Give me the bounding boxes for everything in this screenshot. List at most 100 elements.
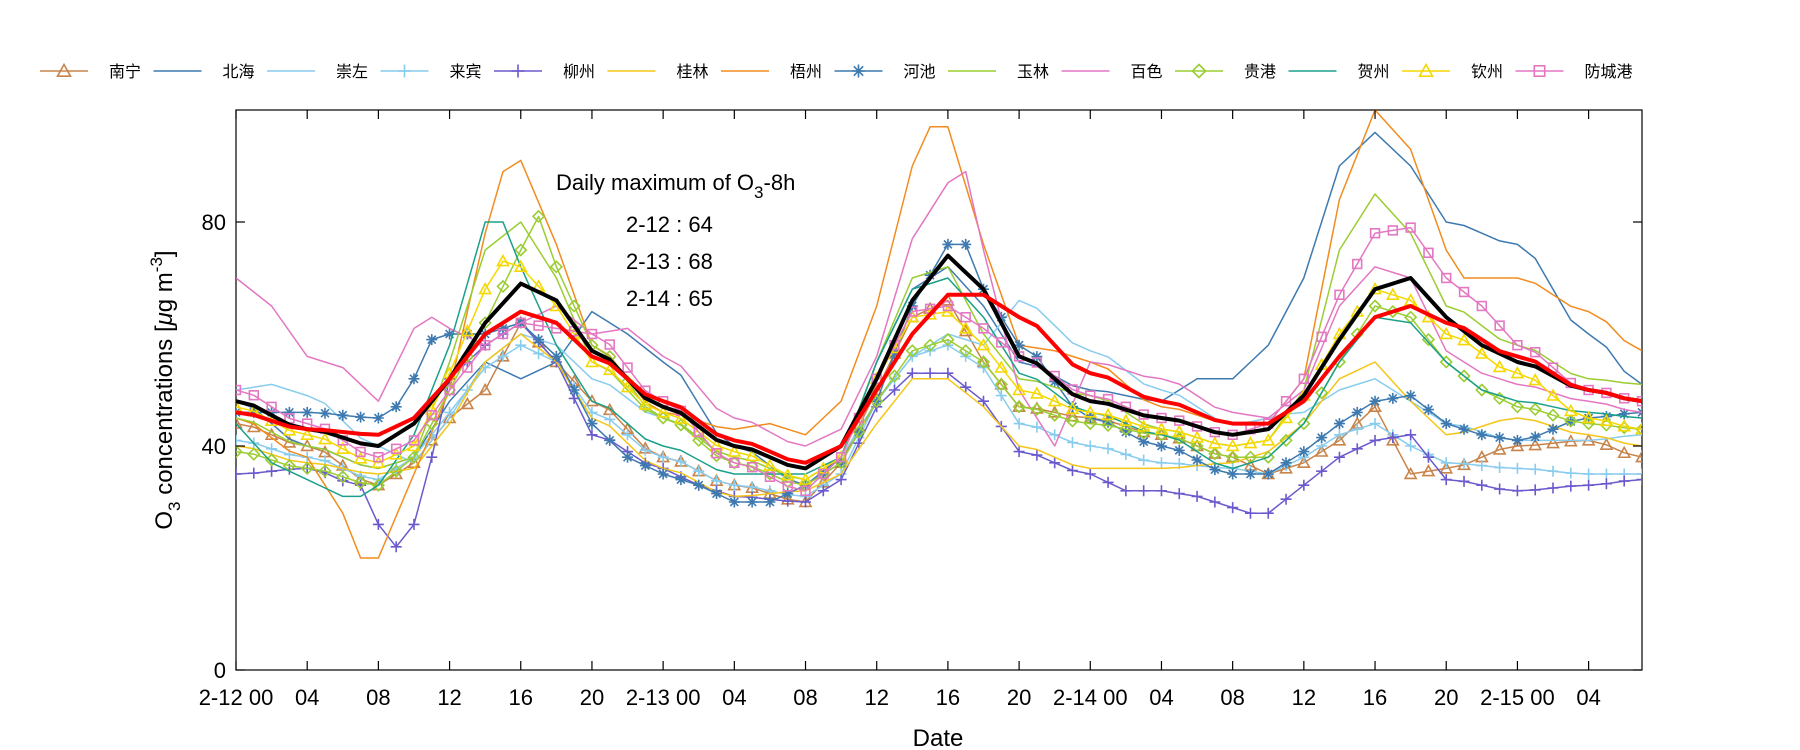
series-4-point	[1120, 485, 1132, 497]
series-4-point	[248, 467, 260, 479]
series-4-point	[906, 367, 918, 379]
series-3-point	[1102, 443, 1114, 455]
series-12-point	[1474, 346, 1489, 359]
series-12-point	[745, 448, 759, 462]
series-0-point	[869, 382, 884, 396]
series-10-point	[567, 299, 581, 313]
x-tick-label: 04	[295, 685, 319, 710]
series-4-point	[1565, 480, 1577, 492]
y-axis-title: O3 concentrations [μg m-3]	[147, 250, 184, 529]
legend-label: 玉林	[1017, 63, 1049, 81]
series-3-point	[1031, 421, 1043, 433]
series-10-point	[353, 475, 368, 490]
legend-item-3: 崇左	[267, 63, 368, 81]
series-0-point	[1528, 437, 1543, 451]
series-7-point	[639, 460, 651, 472]
series-12-point	[1385, 287, 1400, 301]
series-4-point	[390, 541, 402, 553]
series-0-point	[1546, 436, 1560, 449]
series-12-point	[236, 399, 243, 413]
series-7-point	[372, 412, 384, 424]
series-4-point	[1227, 502, 1239, 514]
series-12-point	[282, 423, 297, 436]
series-13-point	[800, 485, 811, 496]
series-1-line	[236, 131, 1642, 486]
series-7-point	[266, 406, 278, 418]
series-12-point	[460, 324, 475, 337]
series-12-point	[1546, 388, 1560, 401]
series-13-point	[479, 339, 491, 351]
series-7-point	[301, 406, 313, 418]
series-4-point	[1476, 479, 1488, 491]
series-4-point	[1511, 485, 1523, 497]
series-13-point	[729, 457, 740, 468]
series-3-point	[1351, 423, 1363, 435]
series-7-point	[1049, 376, 1061, 388]
series-0-point	[585, 394, 599, 407]
series-4-point	[1298, 479, 1310, 491]
series-3-point	[1476, 460, 1488, 472]
series-4-point	[1102, 476, 1114, 488]
series-12-point	[727, 444, 742, 457]
series-7-point	[657, 468, 669, 480]
series-3-point	[1333, 429, 1345, 441]
series-7-point	[1511, 434, 1523, 446]
series-13-point	[978, 323, 989, 334]
series-13-point	[1298, 373, 1310, 384]
series-13-point	[1476, 300, 1488, 312]
series-7-point	[1120, 426, 1132, 438]
series-4-point	[924, 367, 936, 379]
series-7-point	[622, 451, 634, 463]
series-12-point	[513, 259, 528, 273]
legend-swatch-marker	[1191, 63, 1207, 79]
legend-label: 百色	[1131, 63, 1163, 81]
series-0-point	[236, 416, 243, 429]
series-4-point	[1244, 507, 1256, 519]
series-7-point	[355, 411, 367, 423]
legend-label: 桂林	[677, 63, 709, 81]
series-10-point	[1226, 450, 1240, 464]
series-13-point	[604, 339, 615, 350]
series-12-point	[656, 405, 670, 418]
series-14-group	[236, 253, 1642, 471]
series-3-point	[1511, 462, 1523, 474]
series-0-point	[1510, 438, 1525, 452]
series-10-point	[1439, 355, 1453, 369]
series-10-point	[1457, 369, 1471, 383]
series-13-point	[622, 362, 633, 373]
series-3-point	[1120, 448, 1132, 460]
series-13-point	[818, 468, 829, 480]
series-4-point	[1031, 449, 1043, 461]
series-13-point	[266, 401, 277, 412]
series-4-point	[835, 474, 847, 486]
series-13-point	[390, 443, 402, 454]
series-12-point	[1208, 436, 1222, 449]
series-12-point	[1119, 413, 1133, 427]
series-12-point	[585, 354, 599, 368]
series-7-point	[960, 238, 972, 250]
series-3-point	[497, 350, 509, 362]
series-10-point	[389, 464, 403, 478]
series-7-point	[283, 406, 295, 418]
series-0-point	[1296, 455, 1311, 469]
series-7-point	[1458, 423, 1470, 435]
series-13-point	[782, 481, 793, 492]
series-3-point	[1405, 440, 1417, 452]
legend-label: 贺州	[1358, 63, 1390, 81]
series-0-point	[1599, 437, 1614, 450]
series-13-point	[746, 461, 758, 473]
series-11-line	[236, 221, 1642, 498]
legend-item-11: 贵港	[1175, 63, 1276, 81]
series-4-point	[372, 518, 384, 530]
series-10-point	[300, 461, 314, 476]
series-4-point	[236, 468, 242, 480]
series-12-point	[780, 468, 795, 481]
x-tick-label: 2-14 00	[1053, 685, 1128, 710]
series-7-point	[693, 479, 705, 491]
series-7-point	[248, 406, 260, 418]
x-tick-label: 20	[580, 685, 604, 710]
series-0-point	[1279, 461, 1293, 474]
series-13-point	[960, 311, 971, 323]
series-13-point	[1423, 247, 1434, 258]
